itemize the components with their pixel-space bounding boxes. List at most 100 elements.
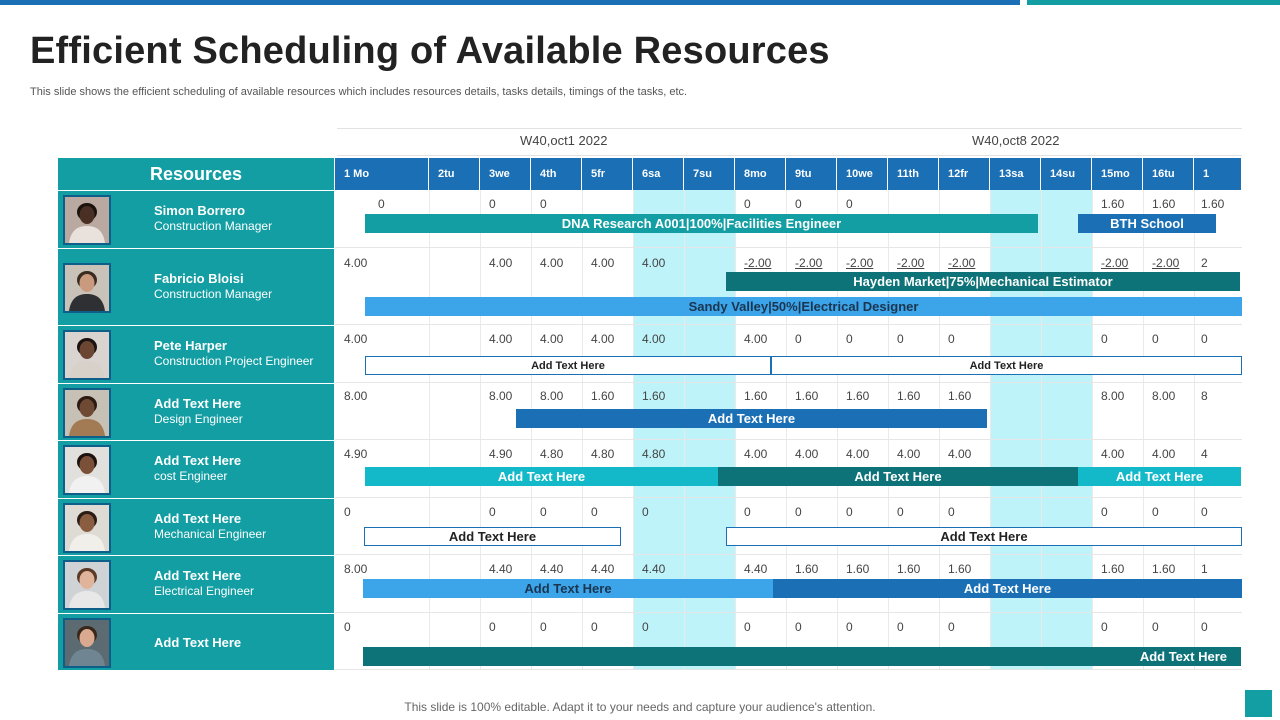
hours-value: 4.00: [948, 447, 972, 461]
hours-value: 0: [1152, 505, 1159, 519]
hours-value: 0: [744, 620, 751, 634]
grid-row-line: [335, 669, 1242, 670]
task-bar[interactable]: Add Text Here: [516, 409, 987, 428]
hours-value: 0: [489, 505, 496, 519]
resource-row[interactable]: Add Text Here: [58, 613, 334, 670]
day-header-12: 12fr: [939, 158, 990, 190]
task-bar[interactable]: DNA Research A001|100%|Facilities Engine…: [365, 214, 1038, 233]
resource-name: Add Text Here: [154, 635, 242, 650]
hours-value: 1.60: [642, 389, 666, 403]
hours-value: -2.00: [795, 256, 823, 270]
task-bar[interactable]: Add Text Here: [364, 527, 621, 546]
resource-row[interactable]: Simon Borrero Construction Manager: [58, 190, 334, 248]
avatar: [63, 503, 111, 553]
hours-value: 0: [591, 505, 598, 519]
task-bar[interactable]: Add Text Here: [363, 647, 1241, 666]
grid-row-line: [335, 247, 1242, 248]
grid-column-line: [582, 190, 583, 670]
task-bar[interactable]: Add Text Here: [771, 356, 1242, 375]
task-bar[interactable]: Add Text Here: [363, 579, 773, 598]
day-header-10: 10we: [837, 158, 888, 190]
avatar: [63, 560, 111, 610]
grid-row-line: [335, 554, 1242, 555]
task-bar[interactable]: Add Text Here: [773, 579, 1242, 598]
hours-value: 0: [1101, 620, 1108, 634]
resource-row[interactable]: Add Text Here Electrical Engineer: [58, 555, 334, 613]
hours-value: 4.00: [540, 332, 564, 346]
hours-value: 4.00: [1152, 447, 1176, 461]
hours-value: 1.60: [744, 389, 768, 403]
page-title: Efficient Scheduling of Available Resour…: [30, 30, 830, 72]
hours-value: 0: [795, 332, 802, 346]
hours-value: 0: [948, 332, 955, 346]
hours-value: 4.00: [591, 256, 615, 270]
grid-column-line: [480, 190, 481, 670]
resource-role: Design Engineer: [154, 412, 243, 426]
resource-row[interactable]: Add Text Here Mechanical Engineer: [58, 498, 334, 555]
grid-column-line: [531, 190, 532, 670]
hours-value: 0: [897, 620, 904, 634]
hours-value: 1.60: [846, 389, 870, 403]
task-bar[interactable]: Add Text Here: [718, 467, 1078, 486]
resource-row[interactable]: Fabricio Bloisi Construction Manager: [58, 248, 334, 325]
hours-value: 4.00: [591, 332, 615, 346]
hours-value: 4.00: [344, 332, 368, 346]
resource-name: Add Text Here: [154, 511, 242, 526]
day-header-4: 4th: [531, 158, 582, 190]
hours-value: 0: [344, 505, 351, 519]
resource-name: Pete Harper: [154, 338, 227, 353]
task-bar[interactable]: BTH School: [1078, 214, 1216, 233]
grid-column-line: [786, 190, 787, 670]
week-divider-bottom: [337, 155, 1242, 156]
resource-name: Simon Borrero: [154, 203, 246, 218]
day-header-3: 3we: [480, 158, 531, 190]
grid-row-line: [335, 497, 1242, 498]
task-bar[interactable]: Hayden Market|75%|Mechanical Estimator: [726, 272, 1240, 291]
task-bar[interactable]: Add Text Here: [1078, 467, 1241, 486]
day-header-8: 8mo: [735, 158, 786, 190]
resource-row[interactable]: Add Text Here Design Engineer: [58, 383, 334, 440]
task-bar[interactable]: Add Text Here: [365, 467, 718, 486]
day-header-16: 16tu: [1143, 158, 1194, 190]
resource-name: Fabricio Bloisi: [154, 271, 244, 286]
hours-value: 4.90: [489, 447, 513, 461]
resource-name: Add Text Here: [154, 396, 242, 411]
task-bar[interactable]: Add Text Here: [726, 527, 1242, 546]
hours-value: 0: [948, 505, 955, 519]
hours-value: 4.00: [642, 332, 666, 346]
hours-value: 0: [489, 620, 496, 634]
hours-value: 0: [540, 197, 547, 211]
hours-value: 1: [1201, 562, 1208, 576]
hours-value: 4.00: [744, 447, 768, 461]
hours-value: 4.00: [540, 256, 564, 270]
hours-value: 4.40: [744, 562, 768, 576]
hours-value: 4.40: [540, 562, 564, 576]
hours-value: 8.00: [489, 389, 513, 403]
hours-value: 0: [846, 332, 853, 346]
hours-value: 1.60: [846, 562, 870, 576]
hours-value: -2.00: [948, 256, 976, 270]
hours-value: 0: [744, 505, 751, 519]
grid-column-line: [990, 190, 991, 670]
corner-accent: [1245, 690, 1272, 717]
day-header-5: 5fr: [582, 158, 633, 190]
hours-value: 0: [591, 620, 598, 634]
resource-row[interactable]: Pete Harper Construction Project Engineer: [58, 325, 334, 383]
hours-value: 4.00: [1101, 447, 1125, 461]
grid-column-line: [633, 190, 634, 670]
day-header-1: 1 Mo: [335, 158, 429, 190]
hours-value: 0: [1101, 505, 1108, 519]
resource-row[interactable]: Add Text Here cost Engineer: [58, 440, 334, 498]
hours-value: 0: [897, 505, 904, 519]
resource-role: Construction Manager: [154, 287, 273, 301]
top-accent-bar: [0, 0, 1020, 5]
task-bar[interactable]: Add Text Here: [365, 356, 771, 375]
hours-value: 8.00: [1152, 389, 1176, 403]
task-bar[interactable]: Sandy Valley|50%|Electrical Designer: [365, 297, 1242, 316]
hours-value: 4.00: [344, 256, 368, 270]
hours-value: 0: [1152, 332, 1159, 346]
day-header-7: 7su: [684, 158, 735, 190]
hours-value: 4.00: [744, 332, 768, 346]
grid-column-line: [888, 190, 889, 670]
hours-value: 0: [795, 620, 802, 634]
